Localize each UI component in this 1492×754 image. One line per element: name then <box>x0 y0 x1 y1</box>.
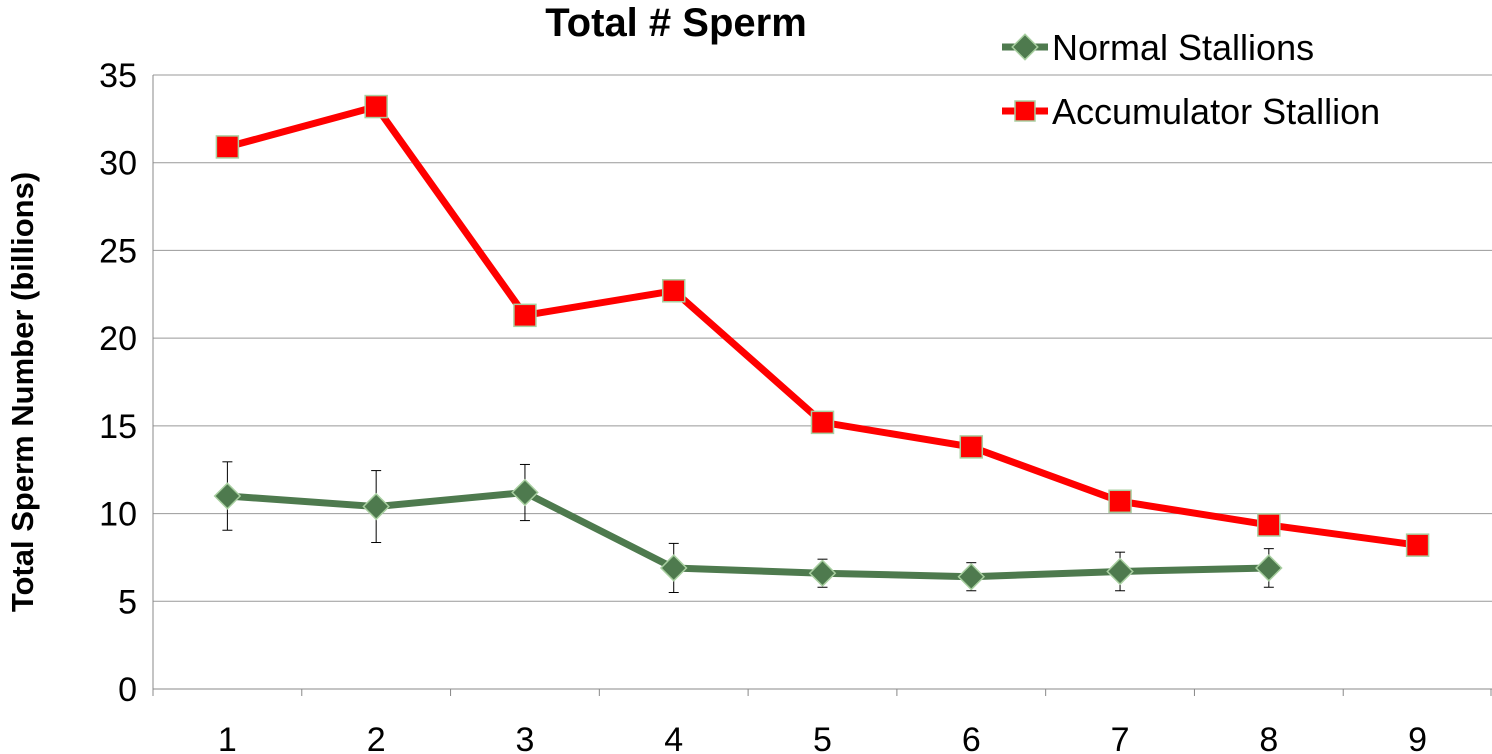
data-point-diamond <box>957 562 986 591</box>
chart-title: Total # Sperm <box>545 1 807 45</box>
data-point-square <box>364 94 388 119</box>
series-accumulator-stallion <box>215 94 1430 557</box>
x-tick-label: 1 <box>218 721 237 754</box>
legend-diamond-marker <box>1011 33 1039 61</box>
y-tick-label: 5 <box>118 583 137 621</box>
x-tick-label: 9 <box>1408 721 1427 754</box>
y-tick-label: 0 <box>118 671 137 709</box>
y-tick-label: 35 <box>99 57 137 95</box>
data-point-diamond <box>213 482 242 510</box>
x-tick-label: 3 <box>515 721 534 754</box>
legend-label-normal: Normal Stallions <box>1052 27 1314 68</box>
y-tick-label: 20 <box>99 320 137 358</box>
x-tick-label: 4 <box>664 721 683 754</box>
y-tick-label: 10 <box>99 496 137 534</box>
series-line <box>227 489 1269 581</box>
data-point-square <box>215 135 240 159</box>
x-tick-label: 7 <box>1111 721 1130 754</box>
data-point-square <box>810 410 835 435</box>
data-point-square <box>959 435 984 459</box>
x-tick-label: 2 <box>367 721 386 754</box>
y-tick-label: 25 <box>99 232 137 270</box>
data-point-square <box>1257 513 1281 537</box>
x-tick-label: 5 <box>813 721 832 754</box>
data-point-diamond <box>808 559 837 588</box>
data-point-diamond <box>362 492 390 521</box>
y-tick-label: 15 <box>99 408 137 446</box>
data-point-diamond <box>1106 557 1134 586</box>
series-normal-stallions <box>213 461 1283 594</box>
legend-label-accumulator: Accumulator Stallion <box>1052 91 1380 132</box>
data-point-square <box>661 279 686 303</box>
y-axis-label: Total Sperm Number (billions) <box>5 172 40 612</box>
series-line <box>226 103 1419 549</box>
y-tick-label: 30 <box>99 145 137 183</box>
data-point-diamond <box>511 478 539 507</box>
legend-square-marker <box>1014 100 1036 122</box>
data-point-square <box>1405 533 1430 557</box>
data-point-diamond <box>1255 554 1283 582</box>
x-tick-label: 8 <box>1259 721 1278 754</box>
data-point-square <box>1108 489 1132 514</box>
data-point-square <box>513 303 537 328</box>
legend: Normal Stallions Accumulator Stallion <box>1002 27 1380 132</box>
data-point-diamond <box>659 554 688 582</box>
x-tick-label: 6 <box>962 721 981 754</box>
